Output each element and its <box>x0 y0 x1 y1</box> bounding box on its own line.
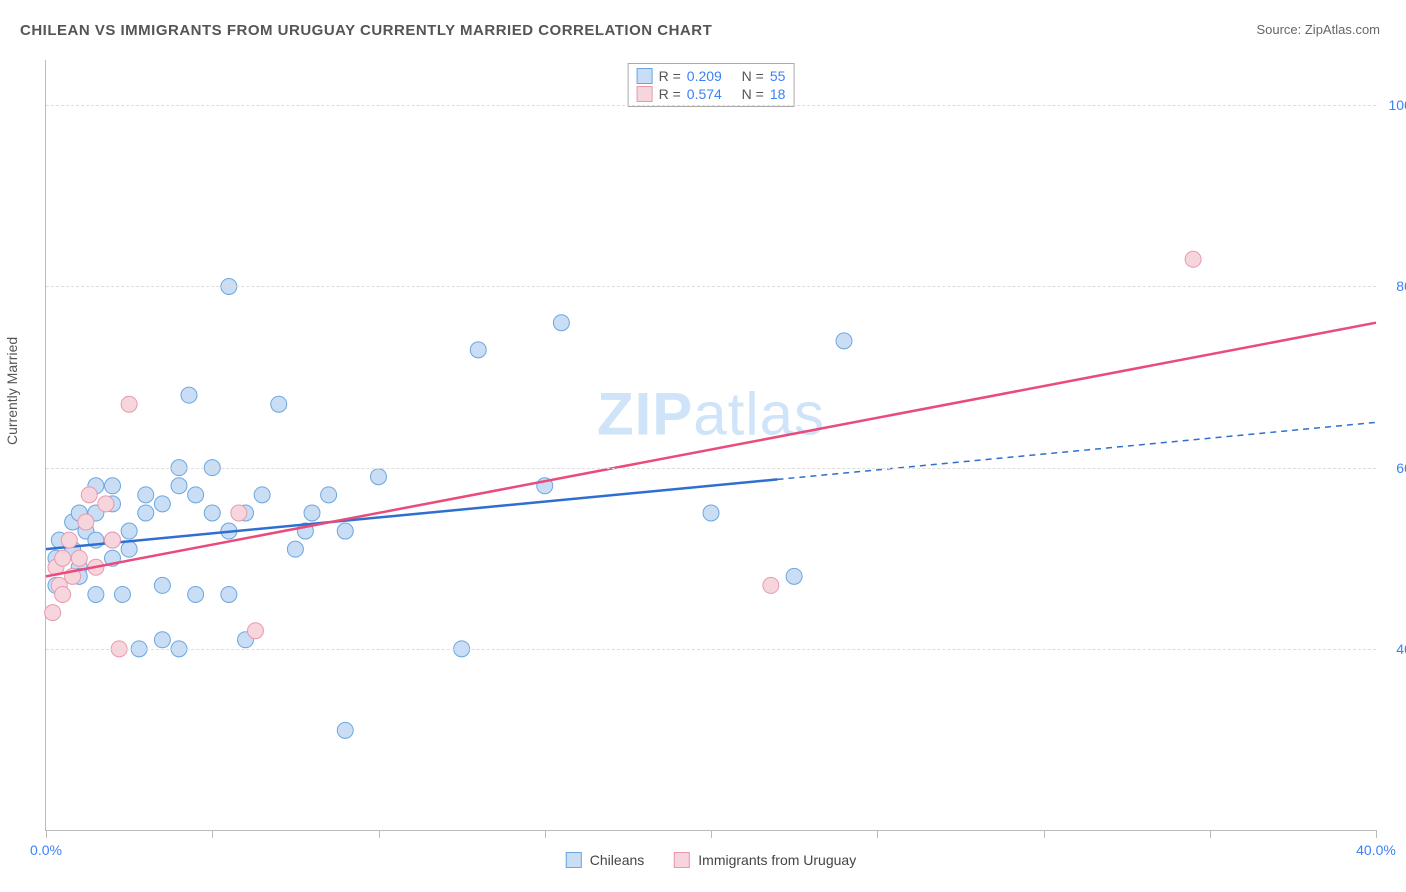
data-point <box>836 333 852 349</box>
chart-title: CHILEAN VS IMMIGRANTS FROM URUGUAY CURRE… <box>20 22 712 39</box>
data-point <box>221 586 237 602</box>
data-point <box>55 550 71 566</box>
data-point <box>138 505 154 521</box>
data-point <box>98 496 114 512</box>
data-point <box>763 577 779 593</box>
data-point <box>470 342 486 358</box>
data-point <box>371 469 387 485</box>
data-point <box>154 632 170 648</box>
gridline <box>46 105 1376 106</box>
data-point <box>78 514 94 530</box>
x-tick <box>1376 830 1377 838</box>
data-point <box>114 586 130 602</box>
data-point <box>121 523 137 539</box>
data-point <box>254 487 270 503</box>
data-point <box>271 396 287 412</box>
data-point <box>88 586 104 602</box>
x-tick <box>877 830 878 838</box>
data-point <box>105 532 121 548</box>
y-tick-label: 40.0% <box>1396 641 1406 657</box>
data-point <box>171 478 187 494</box>
data-point <box>553 315 569 331</box>
gridline <box>46 649 1376 650</box>
data-point <box>337 523 353 539</box>
x-tick <box>379 830 380 838</box>
legend-swatch <box>566 852 582 868</box>
data-point <box>55 586 71 602</box>
chart-svg <box>46 60 1376 830</box>
data-point <box>81 487 97 503</box>
data-point <box>204 505 220 521</box>
gridline <box>46 468 1376 469</box>
legend-series-name: Immigrants from Uruguay <box>698 852 856 868</box>
data-point <box>247 623 263 639</box>
data-point <box>138 487 154 503</box>
x-tick <box>212 830 213 838</box>
data-point <box>337 722 353 738</box>
x-tick <box>711 830 712 838</box>
series-legend: Chileans Immigrants from Uruguay <box>566 852 856 868</box>
data-point <box>188 487 204 503</box>
x-tick <box>545 830 546 838</box>
legend-item: Chileans <box>566 852 644 868</box>
data-point <box>61 532 77 548</box>
data-point <box>71 550 87 566</box>
data-point <box>105 478 121 494</box>
y-axis-label: Currently Married <box>4 337 20 445</box>
plot-area: ZIPatlas R =0.209 N =55R =0.574 N =18 Ch… <box>45 60 1376 831</box>
x-tick-label: 40.0% <box>1356 842 1396 858</box>
legend-item: Immigrants from Uruguay <box>674 852 856 868</box>
data-point <box>181 387 197 403</box>
x-tick <box>1044 830 1045 838</box>
source-label: Source: ZipAtlas.com <box>1256 22 1380 37</box>
data-point <box>786 568 802 584</box>
y-tick-label: 60.0% <box>1396 460 1406 476</box>
data-point <box>231 505 247 521</box>
trend-line <box>46 323 1376 577</box>
x-tick-label: 0.0% <box>30 842 62 858</box>
x-tick <box>46 830 47 838</box>
data-point <box>287 541 303 557</box>
y-tick-label: 100.0% <box>1389 97 1406 113</box>
data-point <box>154 496 170 512</box>
data-point <box>45 605 61 621</box>
data-point <box>188 586 204 602</box>
y-tick-label: 80.0% <box>1396 278 1406 294</box>
gridline <box>46 286 1376 287</box>
data-point <box>121 541 137 557</box>
data-point <box>154 577 170 593</box>
legend-swatch <box>674 852 690 868</box>
data-point <box>321 487 337 503</box>
legend-series-name: Chileans <box>590 852 644 868</box>
trend-line-extrapolated <box>778 422 1377 479</box>
trend-line <box>46 479 778 549</box>
x-tick <box>1210 830 1211 838</box>
data-point <box>304 505 320 521</box>
data-point <box>1185 251 1201 267</box>
data-point <box>121 396 137 412</box>
data-point <box>703 505 719 521</box>
